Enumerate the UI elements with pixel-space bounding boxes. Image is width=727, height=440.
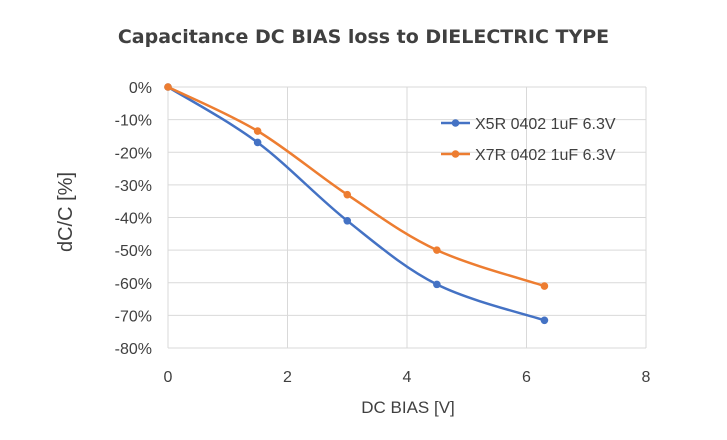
x-tick-label: 4 (403, 369, 412, 386)
series-2-point (253, 127, 262, 135)
grid-layer (167, 86, 647, 349)
series-2-point (540, 282, 549, 290)
x-tick-label: 0 (164, 369, 173, 386)
legend-swatch-marker-2 (451, 150, 460, 158)
x-tick-label: 6 (522, 369, 531, 386)
series-2-point (433, 246, 441, 254)
y-tick-label: -40% (115, 211, 152, 228)
tick-layer: 0% -10% -20% -30% -40% -50% -60% -70% -80% 0 2 4 6 8 (115, 80, 651, 386)
series-2-point (164, 83, 172, 91)
y-axis-title: dC/C [%] (55, 172, 77, 252)
series-1-point (343, 216, 352, 225)
legend-label-1: X5R 0402 1uF 6.3V (475, 116, 616, 133)
y-tick-label: 0% (129, 80, 152, 97)
y-tick-label: -10% (115, 113, 152, 130)
y-tick-label: -70% (115, 308, 152, 325)
series-1-point (253, 138, 262, 147)
x-tick-label: 2 (283, 369, 292, 386)
legend: X5R 0402 1uF 6.3V X7R 0402 1uF 6.3V (441, 116, 616, 164)
series-1-point (433, 280, 441, 289)
x-axis-title: DC BIAS [V] (361, 398, 455, 417)
y-tick-label: -20% (115, 145, 152, 162)
x-tick-label: 8 (642, 369, 651, 386)
y-tick-label: -60% (115, 276, 152, 293)
series-1-point (540, 316, 549, 325)
series-2-point (343, 190, 352, 199)
legend-label-2: X7R 0402 1uF 6.3V (475, 147, 616, 164)
legend-swatch-marker-1 (451, 119, 460, 127)
series-layer (164, 83, 549, 325)
chart-title: Capacitance DC BIAS loss to DIELECTRIC T… (117, 26, 610, 48)
y-tick-label: -30% (115, 178, 152, 195)
y-tick-label: -50% (115, 243, 152, 260)
y-tick-label: -80% (115, 341, 152, 358)
